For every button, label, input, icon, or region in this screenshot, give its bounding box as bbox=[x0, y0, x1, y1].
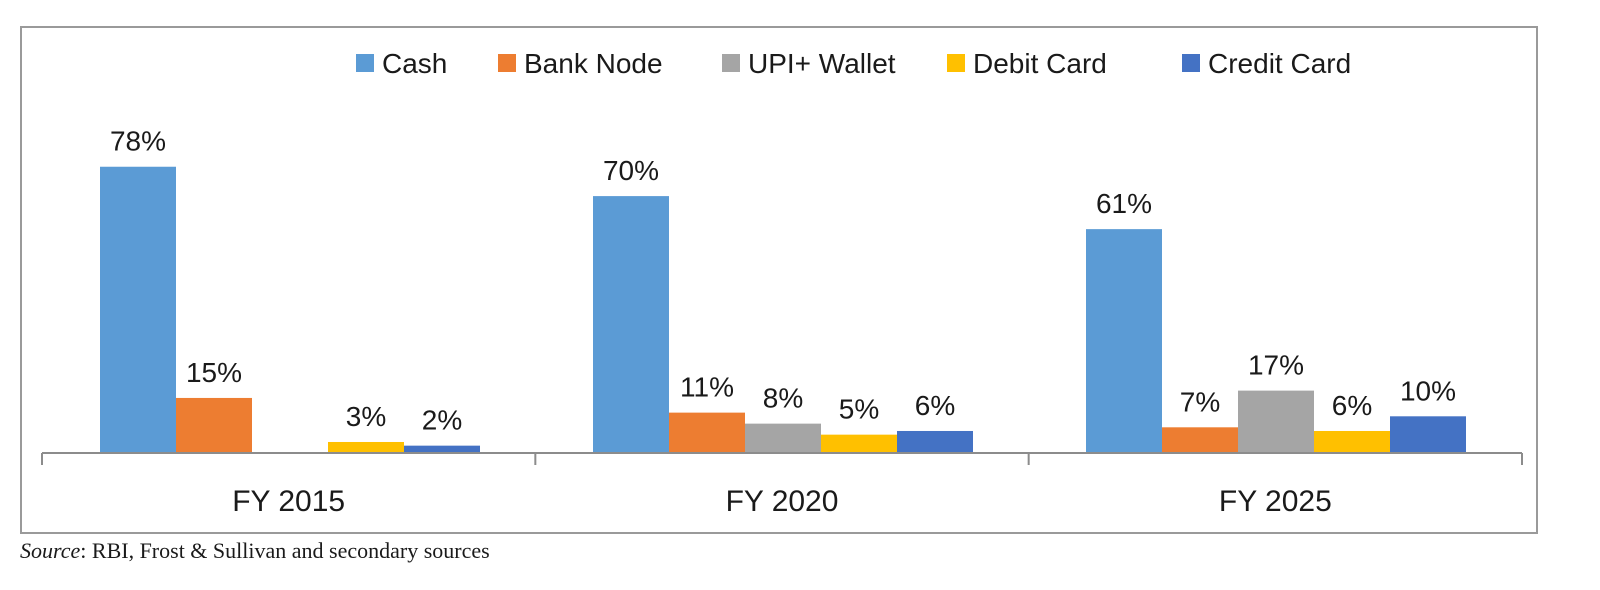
bar-chart: Cash Bank Node UPI+ Wallet Debit Card Credit… bbox=[41, 48, 1523, 518]
category-label-fy-2025: FY 2025 bbox=[1219, 485, 1332, 518]
bar-bank-node-fy-2015 bbox=[176, 397, 252, 453]
category-label-fy-2015: FY 2015 bbox=[232, 485, 345, 518]
data-label-debit-card-fy-2020: 5% bbox=[839, 394, 879, 425]
legend-label-cash: Cash bbox=[382, 48, 447, 79]
category-label-fy-2020: FY 2020 bbox=[726, 485, 839, 518]
data-label-bank-node-fy-2025: 7% bbox=[1180, 386, 1220, 417]
bar-debit-card-fy-2015 bbox=[328, 441, 404, 453]
data-label-credit-card-fy-2015: 2% bbox=[422, 405, 462, 436]
legend-label-debit-card: Debit Card bbox=[973, 48, 1107, 79]
legend-label-credit-card: Credit Card bbox=[1208, 48, 1351, 79]
legend-swatch-cash bbox=[356, 54, 374, 72]
x-axis: FY 2015 FY 2020 FY 2025 bbox=[41, 452, 1523, 518]
bar-bank-node-fy-2020 bbox=[669, 412, 745, 453]
data-label-upi-wallet-fy-2020: 8% bbox=[763, 383, 803, 414]
bar-debit-card-fy-2020 bbox=[821, 434, 897, 453]
legend-swatch-bank-node bbox=[498, 54, 516, 72]
bar-upi-wallet-fy-2025 bbox=[1238, 390, 1314, 453]
data-label-bank-node-fy-2015: 15% bbox=[186, 357, 242, 388]
legend-label-upi-wallet: UPI+ Wallet bbox=[748, 48, 896, 79]
bar-bank-node-fy-2025 bbox=[1162, 427, 1238, 453]
legend-swatch-credit-card bbox=[1182, 54, 1200, 72]
legend-swatch-debit-card bbox=[947, 54, 965, 72]
bar-credit-card-fy-2025 bbox=[1390, 416, 1466, 453]
bar-cash-fy-2015 bbox=[100, 166, 176, 454]
source-note: Source: RBI, Frost & Sullivan and second… bbox=[20, 538, 490, 564]
data-label-credit-card-fy-2020: 6% bbox=[915, 390, 955, 421]
data-label-credit-card-fy-2025: 10% bbox=[1400, 375, 1456, 406]
chart-frame: Cash Bank Node UPI+ Wallet Debit Card Credit… bbox=[20, 26, 1538, 534]
data-label-debit-card-fy-2025: 6% bbox=[1332, 390, 1372, 421]
bar-upi-wallet-fy-2020 bbox=[745, 423, 821, 453]
data-label-cash-fy-2015: 78% bbox=[110, 126, 166, 157]
legend-swatch-upi-wallet bbox=[722, 54, 740, 72]
legend-label-bank-node: Bank Node bbox=[524, 48, 663, 79]
bar-debit-card-fy-2025 bbox=[1314, 430, 1390, 453]
data-label-cash-fy-2020: 70% bbox=[603, 155, 659, 186]
data-label-upi-wallet-fy-2025: 17% bbox=[1248, 350, 1304, 381]
data-label-cash-fy-2025: 61% bbox=[1096, 188, 1152, 219]
bars-group bbox=[100, 166, 1466, 454]
source-label: Source bbox=[20, 538, 81, 563]
bar-cash-fy-2025 bbox=[1086, 229, 1162, 453]
data-labels-group: 78% 15% 3% 2% 70% 11% 8% 5% 6% 61% 7% 17% 6% 10% bbox=[110, 126, 1456, 436]
data-label-bank-node-fy-2020: 11% bbox=[680, 372, 734, 403]
source-text: : RBI, Frost & Sullivan and secondary so… bbox=[80, 538, 490, 563]
chart-legend: Cash Bank Node UPI+ Wallet Debit Card Credit… bbox=[356, 48, 1351, 79]
bar-cash-fy-2020 bbox=[593, 196, 669, 453]
bar-credit-card-fy-2020 bbox=[897, 430, 973, 453]
bar-credit-card-fy-2015 bbox=[404, 445, 480, 453]
data-label-debit-card-fy-2015: 3% bbox=[346, 401, 386, 432]
